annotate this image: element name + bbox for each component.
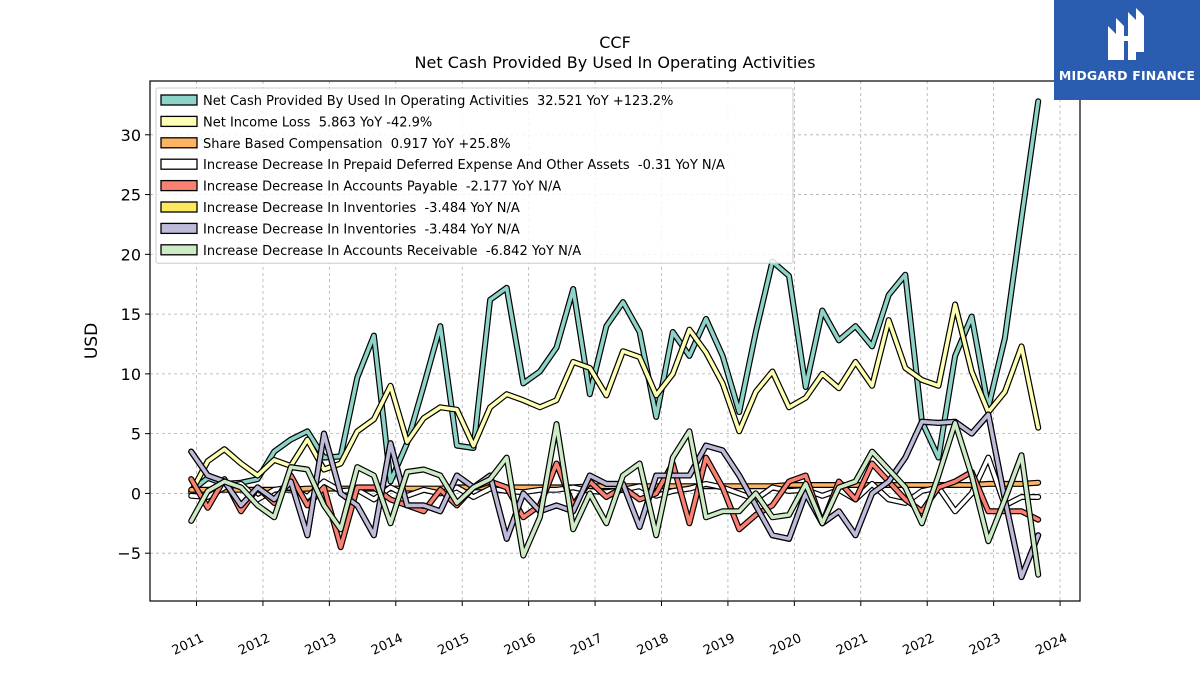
midgard-finance-logo-icon: [1108, 8, 1144, 60]
legend-swatch: [160, 179, 198, 192]
y-tick-label: 25: [121, 186, 141, 205]
legend-label: Share Based Compensation 0.917 YoY +25.8…: [203, 137, 511, 152]
legend-swatch: [160, 222, 198, 235]
x-tick-label: 2017: [568, 631, 604, 659]
legend-label: Increase Decrease In Inventories -3.484 …: [203, 201, 520, 216]
x-tick-label: 2024: [1033, 631, 1069, 659]
legend-swatch: [160, 94, 198, 106]
y-tick-label: 15: [121, 305, 141, 324]
x-tick-label: 2023: [967, 631, 1003, 659]
series-lines: [188, 98, 1042, 581]
brand-logo: MIDGARD FINANCE: [1054, 0, 1200, 100]
x-tick-label: 2014: [369, 631, 405, 659]
legend-label: Increase Decrease In Prepaid Deferred Ex…: [203, 158, 725, 173]
y-tick-label: 5: [131, 425, 141, 444]
y-axis-label: USD: [82, 323, 102, 359]
x-tick-label: 2012: [236, 631, 272, 659]
plot-frame: [149, 80, 1081, 602]
legend-box: [155, 87, 794, 264]
y-tick-label: 0: [131, 484, 141, 503]
legend-swatch: [160, 244, 198, 256]
y-tick-label: −5: [117, 544, 141, 563]
brand-name: MIDGARD FINANCE: [1058, 68, 1196, 83]
y-tick-label: 20: [121, 245, 141, 264]
chart-title: CCF: [599, 33, 631, 52]
series-line-7: [189, 421, 1040, 577]
x-axis-ticks: 2011 2012 2013 2014 2015 2016 2017 2018 2019 2020…: [170, 601, 1070, 659]
chart-subtitle: Net Cash Provided By Used In Operating A…: [415, 53, 816, 72]
x-tick-label: 2016: [502, 631, 538, 659]
x-tick-label: 2019: [701, 631, 737, 659]
legend-label: Increase Decrease In Accounts Receivable…: [203, 244, 581, 259]
legend-swatch: [160, 201, 198, 213]
legend-swatch: [160, 158, 198, 170]
x-tick-label: 2018: [635, 631, 671, 659]
legend-label: Increase Decrease In Inventories -3.484 …: [203, 222, 520, 237]
y-tick-label: 10: [121, 365, 141, 384]
legend: Net Cash Provided By Used In Operating A…: [155, 87, 794, 264]
y-tick-label: 30: [121, 126, 141, 145]
x-tick-label: 2020: [768, 631, 804, 659]
x-tick-label: 2011: [170, 631, 206, 659]
x-tick-label: 2013: [303, 631, 339, 659]
x-tick-label: 2022: [901, 631, 937, 659]
y-axis-ticks: −5 0 5 10 15 20 25 30: [117, 126, 150, 563]
legend-swatch: [160, 137, 198, 149]
x-tick-label: 2021: [834, 631, 870, 659]
x-tick-label: 2015: [436, 631, 472, 659]
legend-swatch: [160, 115, 198, 128]
series-line-6: [189, 412, 1040, 579]
legend-label: Net Cash Provided By Used In Operating A…: [203, 94, 673, 109]
legend-label: Increase Decrease In Accounts Payable -2…: [203, 180, 561, 195]
legend-label: Net Income Loss 5.863 YoY -42.9%: [203, 115, 432, 130]
